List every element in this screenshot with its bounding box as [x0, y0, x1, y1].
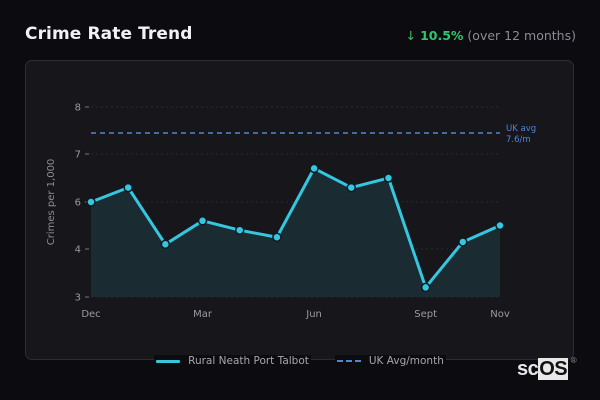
- change-percent: 10.5%: [420, 28, 464, 43]
- chart-legend: Rural Neath Port Talbot UK Avg/month: [0, 355, 600, 367]
- logo-boxed: OS: [538, 358, 569, 380]
- x-axis: Dec Mar Jun Sept Nov: [81, 309, 510, 320]
- change-indicator: ↓ 10.5% (over 12 months): [406, 28, 576, 43]
- dashed-line-swatch-icon: [336, 360, 361, 362]
- svg-text:8: 8: [75, 103, 81, 114]
- change-period: (over 12 months): [467, 28, 576, 43]
- svg-text:Sept: Sept: [414, 309, 437, 320]
- down-arrow-icon: ↓: [405, 28, 417, 43]
- series-area: [91, 168, 500, 297]
- uk-avg-annotation-value: 7.6/m: [506, 135, 531, 145]
- data-points: [86, 163, 505, 293]
- scos-logo: scOS ®: [517, 356, 577, 381]
- uk-avg-annotation: UK avg: [506, 124, 536, 134]
- svg-text:3: 3: [75, 293, 81, 304]
- svg-text:6: 6: [75, 198, 81, 209]
- y-axis-label: Crimes per 1,000: [46, 159, 57, 246]
- svg-text:4: 4: [75, 245, 81, 256]
- series-line: [90, 166, 501, 289]
- svg-text:Nov: Nov: [490, 309, 510, 320]
- y-axis: 3 4 6 7 8: [75, 103, 89, 304]
- solid-line-swatch-icon: [156, 359, 181, 363]
- svg-text:7: 7: [75, 150, 81, 161]
- legend-item-uk-avg[interactable]: UK Avg/month: [334, 355, 446, 367]
- legend-uk-label: UK Avg/month: [368, 355, 444, 367]
- svg-text:Jun: Jun: [305, 309, 322, 320]
- legend-item-series[interactable]: Rural Neath Port Talbot: [154, 355, 311, 367]
- logo-prefix: sc: [517, 358, 539, 380]
- registered-mark-icon: ®: [570, 356, 577, 365]
- legend-series-label: Rural Neath Port Talbot: [188, 355, 309, 367]
- chart-title: Crime Rate Trend: [25, 24, 193, 44]
- svg-text:Mar: Mar: [193, 309, 213, 320]
- svg-text:Dec: Dec: [81, 309, 100, 320]
